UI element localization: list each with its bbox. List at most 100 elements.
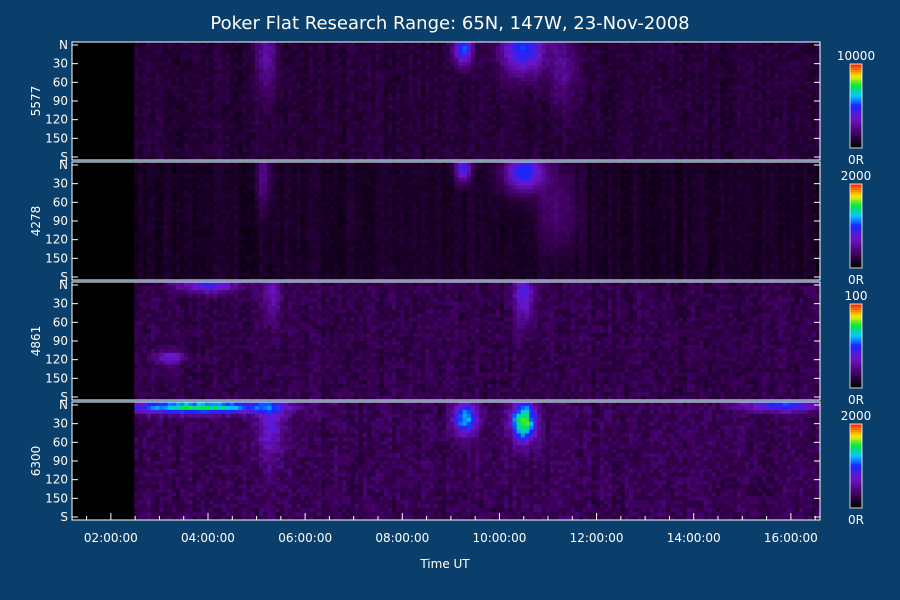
heatmap-cell bbox=[429, 101, 434, 106]
heatmap-cell bbox=[753, 152, 759, 157]
heatmap-cell bbox=[624, 104, 630, 110]
heatmap-cell bbox=[520, 156, 526, 161]
heatmap-cell bbox=[313, 49, 318, 55]
heatmap-cell bbox=[495, 49, 501, 55]
heatmap-cell bbox=[234, 128, 239, 133]
heatmap-cell bbox=[649, 128, 655, 133]
heatmap-cell bbox=[387, 112, 393, 118]
heatmap-cell bbox=[720, 101, 725, 106]
heatmap-cell bbox=[167, 108, 173, 114]
heatmap-cell bbox=[188, 152, 193, 157]
heatmap-cell bbox=[283, 132, 289, 137]
heatmap-cell bbox=[795, 65, 800, 70]
heatmap-cell bbox=[732, 61, 738, 66]
heatmap-cell bbox=[774, 42, 779, 47]
heatmap-cell bbox=[296, 116, 301, 122]
heatmap-cell bbox=[687, 73, 692, 78]
heatmap-cell bbox=[599, 77, 605, 82]
heatmap-cell bbox=[641, 156, 646, 161]
heatmap-cell bbox=[279, 89, 285, 94]
heatmap-cell bbox=[741, 112, 746, 118]
heatmap-cell bbox=[541, 128, 547, 133]
heatmap-cell bbox=[765, 65, 771, 70]
heatmap-cell bbox=[221, 69, 227, 74]
heatmap-cell bbox=[279, 85, 285, 90]
heatmap-cell bbox=[404, 97, 409, 102]
heatmap-cell bbox=[396, 77, 401, 82]
heatmap-cell bbox=[358, 77, 364, 82]
heatmap-cell bbox=[790, 42, 796, 47]
heatmap-cell bbox=[774, 65, 779, 70]
heatmap-cell bbox=[516, 124, 522, 129]
heatmap-cell bbox=[292, 93, 297, 98]
heatmap-cell bbox=[425, 93, 430, 98]
heatmap-cell bbox=[329, 104, 335, 110]
heatmap-cell bbox=[437, 69, 443, 74]
heatmap-cell bbox=[337, 108, 343, 114]
heatmap-cell bbox=[466, 132, 472, 137]
heatmap-cell bbox=[155, 93, 160, 98]
heatmap-cell bbox=[741, 108, 746, 114]
heatmap-cell bbox=[770, 136, 775, 141]
heatmap-cell bbox=[196, 144, 202, 149]
heatmap-cell bbox=[412, 124, 418, 129]
heatmap-cell bbox=[774, 148, 779, 153]
heatmap-cell bbox=[437, 57, 443, 63]
heatmap-cell bbox=[267, 89, 272, 94]
heatmap-cell bbox=[163, 97, 168, 102]
heatmap-cell bbox=[383, 136, 389, 141]
heatmap-cell bbox=[558, 132, 563, 137]
heatmap-cell bbox=[175, 49, 181, 55]
heatmap-cell bbox=[674, 61, 680, 66]
heatmap-cell bbox=[254, 45, 260, 51]
heatmap-cell bbox=[375, 93, 380, 98]
heatmap-cell bbox=[325, 152, 331, 157]
heatmap-cell bbox=[653, 65, 659, 70]
heatmap-cell bbox=[229, 61, 235, 66]
heatmap-cell bbox=[711, 89, 717, 94]
heatmap-cell bbox=[250, 45, 256, 51]
heatmap-cell bbox=[520, 61, 526, 66]
heatmap-cell bbox=[695, 120, 700, 125]
heatmap-cell bbox=[159, 112, 164, 118]
heatmap-cell bbox=[279, 140, 285, 145]
heatmap-cell bbox=[259, 97, 264, 102]
heatmap-cell bbox=[279, 124, 285, 129]
heatmap-cell bbox=[138, 120, 144, 125]
heatmap-cell bbox=[795, 57, 800, 63]
heatmap-cell bbox=[425, 120, 430, 125]
heatmap-cell bbox=[479, 93, 484, 98]
heatmap-cell bbox=[362, 128, 368, 133]
heatmap-cell bbox=[221, 42, 227, 47]
heatmap-cell bbox=[624, 49, 630, 55]
heatmap-cell bbox=[749, 144, 754, 149]
heatmap-cell bbox=[745, 45, 750, 51]
heatmap-cell bbox=[770, 73, 775, 78]
heatmap-cell bbox=[724, 97, 729, 102]
heatmap-cell bbox=[749, 132, 754, 137]
heatmap-cell bbox=[163, 89, 168, 94]
heatmap-cell bbox=[495, 156, 501, 161]
heatmap-cell bbox=[313, 57, 318, 63]
heatmap-cell bbox=[292, 89, 297, 94]
colorbar-segment bbox=[850, 68, 862, 71]
heatmap-cell bbox=[175, 156, 181, 161]
heatmap-cell bbox=[520, 73, 526, 78]
heatmap-cell bbox=[608, 45, 613, 51]
heatmap-cell bbox=[421, 148, 426, 153]
heatmap-cell bbox=[662, 108, 667, 114]
heatmap-cell bbox=[786, 108, 792, 114]
heatmap-cell bbox=[475, 120, 480, 125]
heatmap-cell bbox=[437, 136, 443, 141]
heatmap-cell bbox=[761, 104, 767, 110]
heatmap-cell bbox=[259, 89, 264, 94]
heatmap-cell bbox=[279, 45, 285, 51]
heatmap-cell bbox=[308, 124, 314, 129]
heatmap-cell bbox=[296, 108, 301, 114]
heatmap-cell bbox=[354, 77, 360, 82]
heatmap-cell bbox=[741, 45, 746, 51]
heatmap-cell bbox=[541, 69, 547, 74]
heatmap-cell bbox=[213, 65, 218, 70]
heatmap-cell bbox=[512, 128, 518, 133]
heatmap-cell bbox=[329, 124, 335, 129]
